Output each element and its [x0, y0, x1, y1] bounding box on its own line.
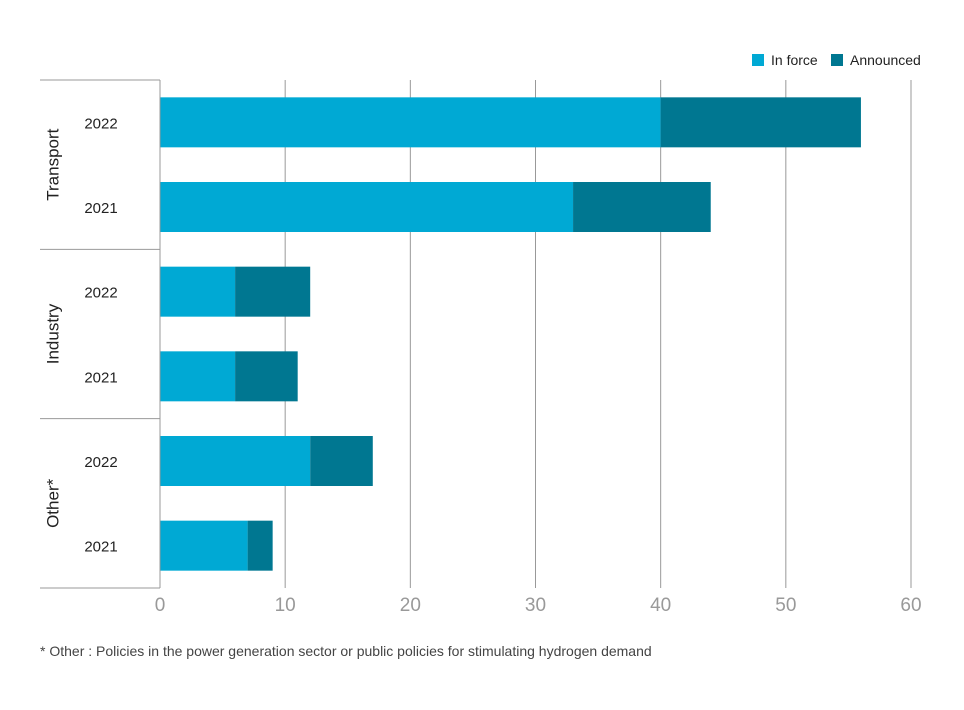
- bar-announced: [247, 520, 273, 571]
- category-label: 2022: [84, 115, 117, 132]
- bar-announced: [235, 266, 311, 317]
- group-label: Transport: [44, 128, 63, 200]
- group-label: Other*: [44, 478, 63, 528]
- legend-label: In force: [771, 52, 818, 68]
- bar-announced: [235, 351, 298, 402]
- category-label: 2021: [84, 539, 117, 556]
- category-label: 2022: [84, 454, 117, 471]
- footnote: * Other : Policies in the power generati…: [40, 643, 652, 659]
- x-tick-label: 30: [525, 595, 546, 616]
- x-tick-label: 40: [650, 595, 671, 616]
- bar-announced: [660, 97, 861, 148]
- legend-label: Announced: [850, 52, 921, 68]
- bar-in-force: [160, 182, 574, 232]
- stacked-bar-chart: 0 10 20 30 40 50 60 Transport 2022 2021 Industry 20…: [40, 52, 922, 616]
- bar-in-force: [160, 266, 236, 317]
- bar-announced: [573, 182, 711, 232]
- category-label: 2021: [84, 200, 117, 217]
- bar-in-force: [160, 520, 248, 571]
- bar-announced: [310, 436, 373, 486]
- bar-in-force: [160, 97, 661, 148]
- x-tick-label: 0: [155, 595, 166, 616]
- category-label: 2022: [84, 285, 117, 302]
- bar-in-force: [160, 436, 311, 486]
- group-label: Industry: [44, 303, 63, 364]
- x-tick-label: 60: [900, 595, 921, 616]
- legend-swatch: [752, 54, 764, 66]
- x-tick-label: 20: [400, 595, 421, 616]
- x-tick-label: 50: [775, 595, 796, 616]
- x-tick-label: 10: [275, 595, 296, 616]
- legend-swatch: [831, 54, 843, 66]
- bar-in-force: [160, 351, 236, 402]
- category-label: 2021: [84, 369, 117, 386]
